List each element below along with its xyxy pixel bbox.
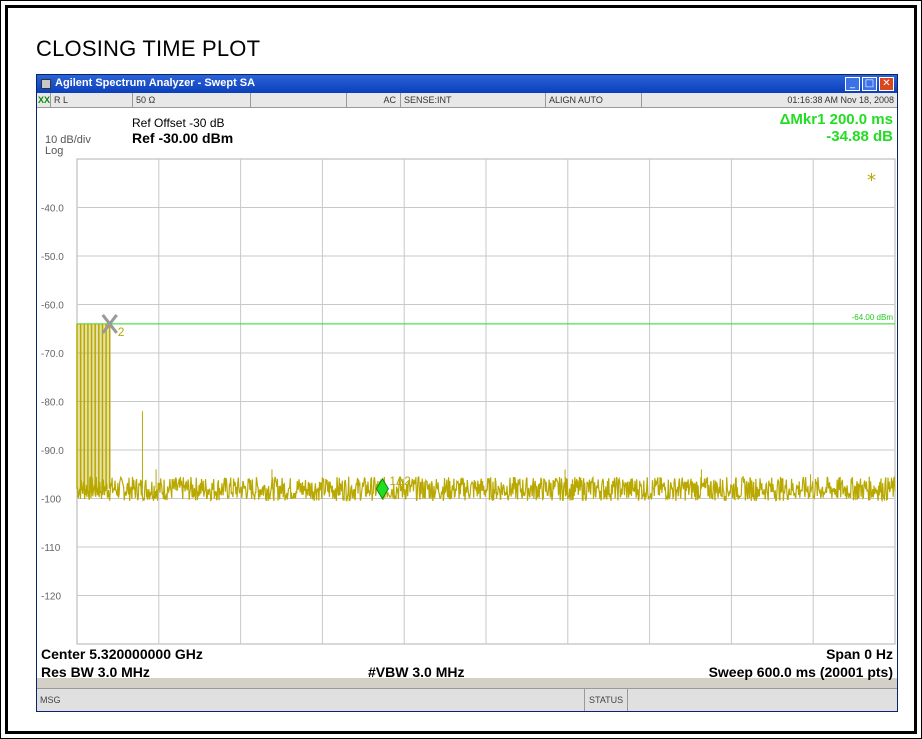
status-sense: SENSE:INT xyxy=(401,93,546,107)
res-bw-value: Res BW 3.0 MHz xyxy=(41,664,150,680)
status-coupling: AC xyxy=(347,93,401,107)
marker-delta-readout: ΔMkr1 200.0 ms xyxy=(779,111,893,128)
ref-offset-label: Ref Offset -30 dB xyxy=(132,116,225,130)
y-tick-label: -60.0 xyxy=(41,301,64,312)
window-title: Agilent Spectrum Analyzer - Swept SA xyxy=(55,77,256,89)
y-tick-label: -90.0 xyxy=(41,446,64,457)
message-bar: MSG STATUS xyxy=(37,688,897,711)
close-button[interactable]: ✕ xyxy=(879,77,894,91)
status-blank xyxy=(251,93,347,107)
vbw-value: #VBW 3.0 MHz xyxy=(368,664,465,680)
spectrum-plot[interactable]: -40.0 -50.0 -60.0 -70.0 -80.0 -90.0 -100 -110 -1… xyxy=(37,108,897,678)
display-line-label: -64.00 dBm xyxy=(852,313,894,322)
minimize-button[interactable]: _ xyxy=(845,77,860,91)
span-value: Span 0 Hz xyxy=(826,646,893,662)
trace-noise xyxy=(76,475,896,503)
y-tick-label: -70.0 xyxy=(41,349,64,360)
scale-type-label: Log xyxy=(45,145,64,157)
scale-label: 10 dB/div xyxy=(45,134,91,146)
instrument-logo-icon: XX xyxy=(38,93,51,107)
instrument-statusbar: XX R L 50 Ω AC SENSE:INT ALIGN AUTO 01:1… xyxy=(37,93,897,108)
sweep-value: Sweep 600.0 ms (20001 pts) xyxy=(708,664,893,680)
status-impedance: 50 Ω xyxy=(133,93,251,107)
trace-burst-fill xyxy=(77,323,110,489)
marker-2-icon xyxy=(101,313,118,334)
window-titlebar[interactable]: Agilent Spectrum Analyzer - Swept SA _ □… xyxy=(37,75,897,93)
page-title: CLOSING TIME PLOT xyxy=(36,36,261,61)
status-rl: R L xyxy=(51,93,133,107)
y-tick-label: -50.0 xyxy=(41,252,64,263)
center-frequency: Center 5.320000000 GHz xyxy=(41,646,203,662)
analyzer-window: Agilent Spectrum Analyzer - Swept SA _ □… xyxy=(36,74,898,712)
status-label: STATUS xyxy=(584,689,629,711)
app-icon xyxy=(41,79,51,89)
y-tick-label: -80.0 xyxy=(41,398,64,409)
marker-1-label: 1Δ2 xyxy=(389,474,411,488)
page-border xyxy=(5,5,917,734)
status-datetime: 01:16:38 AM Nov 18, 2008 xyxy=(787,95,894,105)
y-tick-label: -110 xyxy=(41,543,61,554)
analyzer-display[interactable]: Ref Offset -30 dB Ref -30.00 dBm 10 dB/d… xyxy=(37,108,897,678)
y-tick-label: -40.0 xyxy=(41,204,64,215)
maximize-button[interactable]: □ xyxy=(862,77,877,91)
msg-label: MSG xyxy=(40,695,61,705)
status-align: ALIGN AUTO xyxy=(546,93,642,107)
y-tick-label: -100 xyxy=(41,495,61,506)
ref-level-label: Ref -30.00 dBm xyxy=(132,130,234,146)
marker-2-label: 2 xyxy=(118,325,125,339)
trace-indicator-icon: * xyxy=(867,170,876,191)
y-tick-label: -120 xyxy=(41,592,61,603)
marker-1-icon xyxy=(375,477,389,500)
marker-delta-value: -34.88 dB xyxy=(826,128,893,145)
